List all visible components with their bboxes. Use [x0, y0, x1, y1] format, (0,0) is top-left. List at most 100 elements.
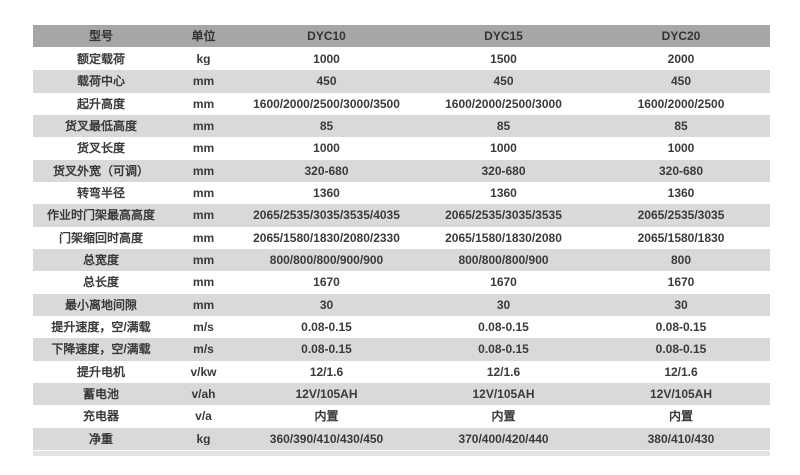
unit-cell: mm	[192, 276, 215, 289]
unit-cell: v/ah	[191, 388, 216, 401]
value-cell-dyc10: 1600/2000/2500/3000/3500	[253, 97, 400, 110]
value-cell-dyc20: 320-680	[658, 164, 704, 177]
value-cell-dyc10: 1670	[313, 276, 340, 289]
value-cell-dyc15: 370/400/420/440	[458, 432, 549, 445]
unit-cell: mm	[192, 209, 215, 222]
table-row: 转弯半径 mm 1360 1360 1360	[33, 181, 770, 205]
unit-cell: mm	[192, 298, 215, 311]
spec-label-cell: 提升电机	[76, 365, 125, 378]
spec-label-cell: 作业时门架最高高度	[46, 209, 155, 222]
value-cell-dyc20: 2065/2535/3035	[637, 209, 725, 222]
value-cell-dyc20: 12/1.6	[664, 365, 698, 378]
table-row: 门架缩回时高度 mm 2065/1580/1830/2080/2330 2065/15…	[33, 226, 770, 249]
unit-cell: v/kw	[190, 365, 217, 378]
unit-cell: mm	[192, 187, 215, 200]
spec-label-cell: 蓄电池	[82, 388, 119, 401]
value-cell-dyc10: 0.08-0.15	[301, 321, 352, 334]
value-cell-dyc15: 800/800/800/900	[458, 254, 549, 267]
model-header-dyc15: DYC15	[484, 30, 523, 42]
value-cell-dyc20: 2000	[667, 53, 695, 66]
value-cell-dyc15: 12V/105AH	[472, 388, 535, 401]
value-cell-dyc15: 1670	[490, 276, 517, 289]
value-cell-dyc20: 12V/105AH	[649, 388, 713, 401]
spec-label-cell: 总宽度	[82, 254, 119, 267]
spec-label-cell: 起升高度	[76, 97, 125, 110]
value-cell-dyc10: 85	[319, 120, 334, 133]
unit-cell: kg	[196, 432, 211, 445]
table-row: 额定载荷 kg 1000 1500 2000	[33, 48, 770, 71]
value-cell-dyc15: 1500	[490, 53, 517, 66]
unit-cell: mm	[192, 120, 215, 133]
spec-label-cell: 下降速度，空/满载	[51, 343, 151, 356]
value-cell-dyc15: 320-680	[481, 164, 526, 177]
spec-label-cell: 总长度	[82, 276, 119, 289]
table-header-row: 型号 单位 DYC10 DYC15 DYC20	[33, 25, 770, 48]
value-cell-dyc15: 12/1.6	[486, 365, 521, 378]
value-cell-dyc20: 85	[674, 120, 688, 133]
spec-label-cell: 额定载荷	[76, 53, 125, 66]
value-cell-dyc10: 1000	[313, 53, 340, 66]
value-cell-dyc15: 450	[493, 75, 514, 88]
unit-cell: mm	[192, 164, 215, 177]
spec-label-cell: 货叉长度	[76, 142, 125, 155]
table-row: 提升电机 v/kw 12/1.6 12/1.6 12/1.6	[33, 360, 770, 383]
unit-cell: mm	[192, 231, 215, 244]
value-cell-dyc20: 800	[670, 254, 692, 267]
value-cell-dyc15: 85	[496, 120, 511, 133]
value-cell-dyc10: 450	[316, 75, 337, 88]
value-cell-dyc20: 1600/2000/2500	[637, 97, 725, 110]
value-cell-dyc15: 2065/1580/1830/2080	[445, 231, 562, 244]
table-row: 货叉最低高度 mm 85 85 85	[33, 114, 770, 138]
value-cell-dyc10: 1360	[313, 187, 340, 200]
unit-column-header: 单位	[191, 30, 216, 42]
model-column-header: 型号	[88, 30, 113, 42]
unit-cell: mm	[192, 142, 215, 155]
table-row: 提升速度，空/满载 m/s 0.08-0.15 0.08-0.15 0.08-0.15	[33, 315, 770, 339]
value-cell-dyc15: 内置	[491, 410, 516, 423]
cutoff-next-row-strip	[33, 450, 770, 456]
spec-label-cell: 载荷中心	[76, 75, 125, 88]
table-row: 净重 kg 360/390/410/430/450 370/400/420/440 38…	[33, 427, 770, 450]
value-cell-dyc10: 0.08-0.15	[301, 343, 352, 356]
unit-cell: m/s	[193, 321, 214, 334]
value-cell-dyc15: 30	[496, 298, 511, 311]
unit-cell: mm	[192, 97, 215, 110]
value-cell-dyc10: 12V/105AH	[295, 388, 358, 401]
value-cell-dyc20: 1000	[667, 142, 695, 155]
value-cell-dyc15: 0.08-0.15	[478, 321, 529, 334]
spec-label-cell: 最小离地间隙	[64, 298, 137, 311]
value-cell-dyc10: 内置	[314, 410, 339, 423]
value-cell-dyc10: 1000	[313, 142, 340, 155]
value-cell-dyc10: 320-680	[304, 164, 349, 177]
value-cell-dyc15: 1360	[490, 187, 517, 200]
spec-label-cell: 门架缩回时高度	[58, 231, 143, 244]
table-row: 载荷中心 mm 450 450 450	[33, 70, 770, 93]
table-row: 充电器 v/a 内置 内置 内置	[33, 405, 770, 428]
value-cell-dyc15: 1600/2000/2500/3000	[445, 97, 562, 110]
value-cell-dyc20: 0.08-0.15	[655, 321, 707, 334]
table-row: 起升高度 mm 1600/2000/2500/3000/3500 1600/2000/…	[33, 92, 770, 115]
unit-cell: kg	[196, 53, 211, 66]
value-cell-dyc15: 0.08-0.15	[478, 343, 529, 356]
value-cell-dyc10: 2065/1580/1830/2080/2330	[253, 231, 400, 244]
value-cell-dyc10: 12/1.6	[309, 365, 344, 378]
spec-label-cell: 货叉外宽（可调）	[52, 164, 149, 177]
table-row: 作业时门架最高高度 mm 2065/2535/3035/3535/4035 2065/…	[33, 204, 770, 227]
spec-label-cell: 货叉最低高度	[64, 120, 137, 133]
spec-label-cell: 充电器	[82, 410, 119, 423]
value-cell-dyc20: 0.08-0.15	[655, 343, 707, 356]
value-cell-dyc20: 1360	[667, 187, 695, 200]
spec-label-cell: 转弯半径	[76, 187, 125, 200]
value-cell-dyc20: 30	[674, 298, 688, 311]
value-cell-dyc10: 360/390/410/430/450	[269, 432, 384, 445]
table-row: 总宽度 mm 800/800/800/900/900 800/800/800/900 8…	[33, 248, 770, 272]
value-cell-dyc20: 450	[670, 75, 692, 88]
model-header-dyc20: DYC20	[661, 30, 701, 42]
table-body: 额定载荷 kg 1000 1500 2000 载荷中心 mm 450 450 450 起升高度 mm 1…	[33, 48, 770, 450]
table-row: 总长度 mm 1670 1670 1670	[33, 271, 770, 294]
unit-cell: v/a	[195, 410, 212, 423]
value-cell-dyc15: 2065/2535/3035/3535	[445, 209, 562, 222]
table-row: 最小离地间隙 mm 30 30 30	[33, 293, 770, 316]
value-cell-dyc10: 2065/2535/3035/3535/4035	[253, 209, 400, 222]
